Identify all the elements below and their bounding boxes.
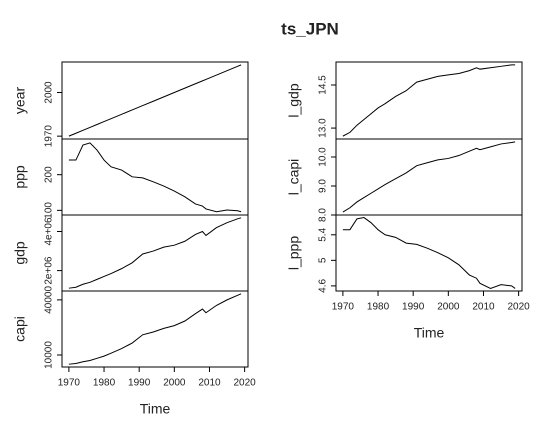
y-axis-label: year [12, 87, 28, 115]
panel-frame [335, 214, 523, 292]
y-tick-label: 8.0 [318, 208, 329, 222]
y-axis-label: l_ppp [286, 236, 302, 270]
y-axis-label: capi [12, 316, 28, 342]
series-line [342, 141, 516, 213]
panel-frame [335, 61, 523, 140]
series-line [68, 64, 242, 137]
series-line [342, 64, 516, 137]
y-axis-label: l_capi [286, 159, 302, 196]
y-tick-label: 5 [318, 257, 329, 263]
y-tick-label: 4e+06 [44, 217, 55, 246]
y-tick-label: 2e+06 [44, 256, 55, 285]
y-axis-label: ppp [12, 165, 28, 189]
y-tick-label: 40000 [44, 286, 55, 314]
x-tick-label: 2020 [508, 302, 531, 313]
y-tick-label: 1970 [44, 125, 55, 148]
series-line [342, 217, 516, 289]
x-axis-label: Time [414, 325, 445, 341]
x-tick-label: 2010 [472, 302, 495, 313]
x-tick-label: 1980 [93, 378, 116, 389]
y-tick-label: 200 [44, 166, 55, 183]
x-tick-label: 1990 [402, 302, 425, 313]
y-tick-label: 2000 [44, 81, 55, 104]
panel-frame [335, 138, 523, 216]
x-tick-label: 1980 [367, 302, 390, 313]
panel-frame [61, 138, 249, 216]
panel-frame [61, 290, 249, 368]
y-tick-label: 10.0 [318, 147, 329, 167]
x-tick-label: 2000 [437, 302, 460, 313]
series-line [68, 293, 242, 365]
x-tick-label: 2010 [198, 378, 221, 389]
x-tick-label: 1970 [58, 378, 81, 389]
x-tick-label: 2020 [234, 378, 257, 389]
y-axis-label: l_gdp [286, 83, 302, 117]
x-axis-label: Time [140, 401, 171, 417]
y-tick-label: 5.4 [318, 227, 329, 241]
y-tick-label: 9.0 [318, 179, 329, 193]
y-tick-label: 13.0 [318, 118, 329, 138]
y-axis-label: gdp [12, 241, 28, 265]
x-tick-label: 1990 [128, 378, 151, 389]
y-tick-label: 4.6 [318, 279, 329, 293]
x-tick-label: 2000 [163, 378, 186, 389]
y-tick-label: 14.5 [318, 75, 329, 95]
y-tick-label: 10000 [44, 341, 55, 369]
figure-title: ts_JPN [281, 19, 339, 38]
series-line [68, 142, 242, 213]
y-tick-label: 100 [44, 202, 55, 219]
series-line [68, 217, 242, 289]
x-tick-label: 1970 [332, 302, 355, 313]
